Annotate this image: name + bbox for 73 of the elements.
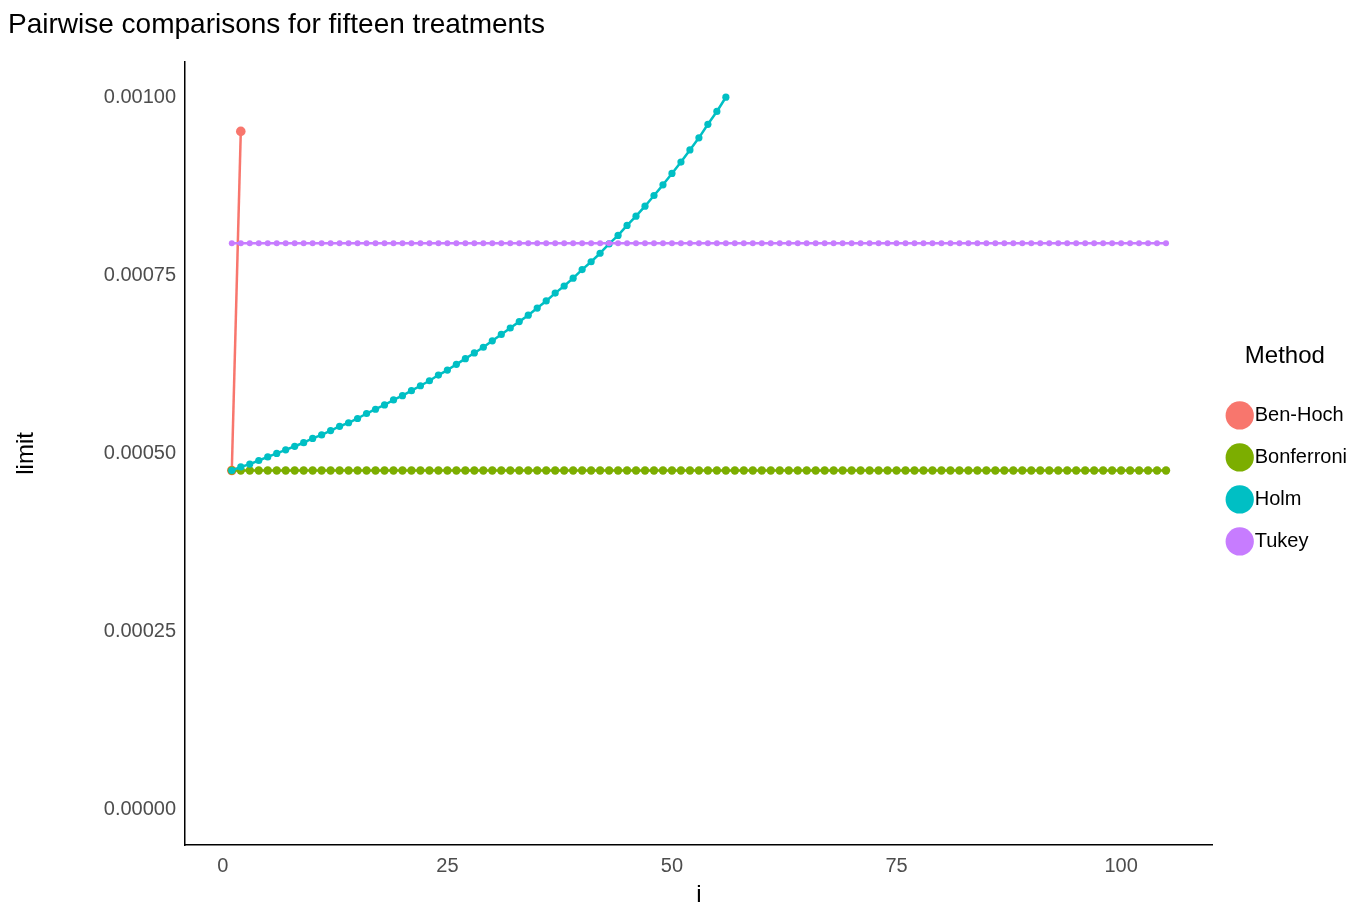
point (596, 249, 604, 257)
y-tick-label: 0.00100 (103, 84, 177, 107)
point (309, 434, 317, 443)
point (542, 297, 550, 305)
y-tick-label: 0.00075 (103, 262, 177, 285)
point (659, 181, 667, 189)
point (587, 258, 595, 266)
point (497, 330, 505, 339)
point (722, 93, 730, 101)
point (425, 377, 434, 385)
point (300, 439, 308, 447)
point (479, 343, 487, 351)
point (255, 456, 263, 465)
point (632, 212, 640, 220)
point (524, 311, 532, 319)
y-tick-label: 0.00050 (103, 440, 177, 463)
x-tick-label: 0 (217, 853, 229, 876)
point (551, 289, 559, 297)
point (560, 282, 568, 290)
point (246, 460, 254, 468)
point (506, 324, 514, 332)
point (344, 419, 353, 427)
point (362, 409, 371, 418)
point (434, 371, 443, 379)
x-tick-label: 25 (436, 853, 459, 876)
point (623, 221, 631, 230)
point (677, 158, 685, 166)
point (398, 392, 407, 400)
point (578, 266, 586, 274)
point (470, 349, 478, 357)
point (327, 427, 335, 435)
point (533, 304, 541, 312)
point (686, 146, 694, 154)
point (416, 382, 425, 390)
y-tick-label: 0.00000 (103, 797, 177, 820)
point (668, 169, 676, 178)
point (235, 126, 246, 137)
point (650, 191, 658, 200)
point (336, 422, 344, 430)
point (407, 387, 416, 395)
point (291, 442, 299, 450)
point (704, 120, 712, 128)
point (488, 337, 496, 345)
point (237, 463, 245, 471)
point (318, 431, 326, 439)
point (389, 396, 398, 404)
x-tick-label: 75 (885, 853, 908, 876)
legend-label: Ben-Hoch (1254, 402, 1344, 425)
point (353, 414, 362, 423)
point (443, 366, 451, 374)
legend-label: Tukey (1254, 528, 1309, 551)
y-tick-label: 0.00025 (103, 619, 177, 642)
point (695, 134, 703, 142)
point (641, 202, 649, 210)
legend-label: Holm (1254, 486, 1302, 509)
point (515, 318, 523, 326)
chart-title: Pairwise comparisons for fifteen treatments (8, 7, 545, 39)
point (614, 231, 622, 240)
point (569, 274, 577, 282)
point (282, 446, 290, 454)
x-axis-title: i (696, 880, 702, 908)
legend-title: Method (1244, 341, 1325, 369)
point (371, 405, 380, 413)
point (461, 355, 469, 363)
point (452, 360, 460, 368)
x-tick-label: 100 (1104, 853, 1138, 876)
point (264, 453, 272, 461)
point (713, 107, 721, 116)
point (273, 449, 281, 457)
point (380, 401, 389, 409)
legend-label: Bonferroni (1254, 444, 1348, 467)
y-axis-title: limit (11, 431, 39, 475)
x-tick-label: 50 (660, 853, 684, 876)
